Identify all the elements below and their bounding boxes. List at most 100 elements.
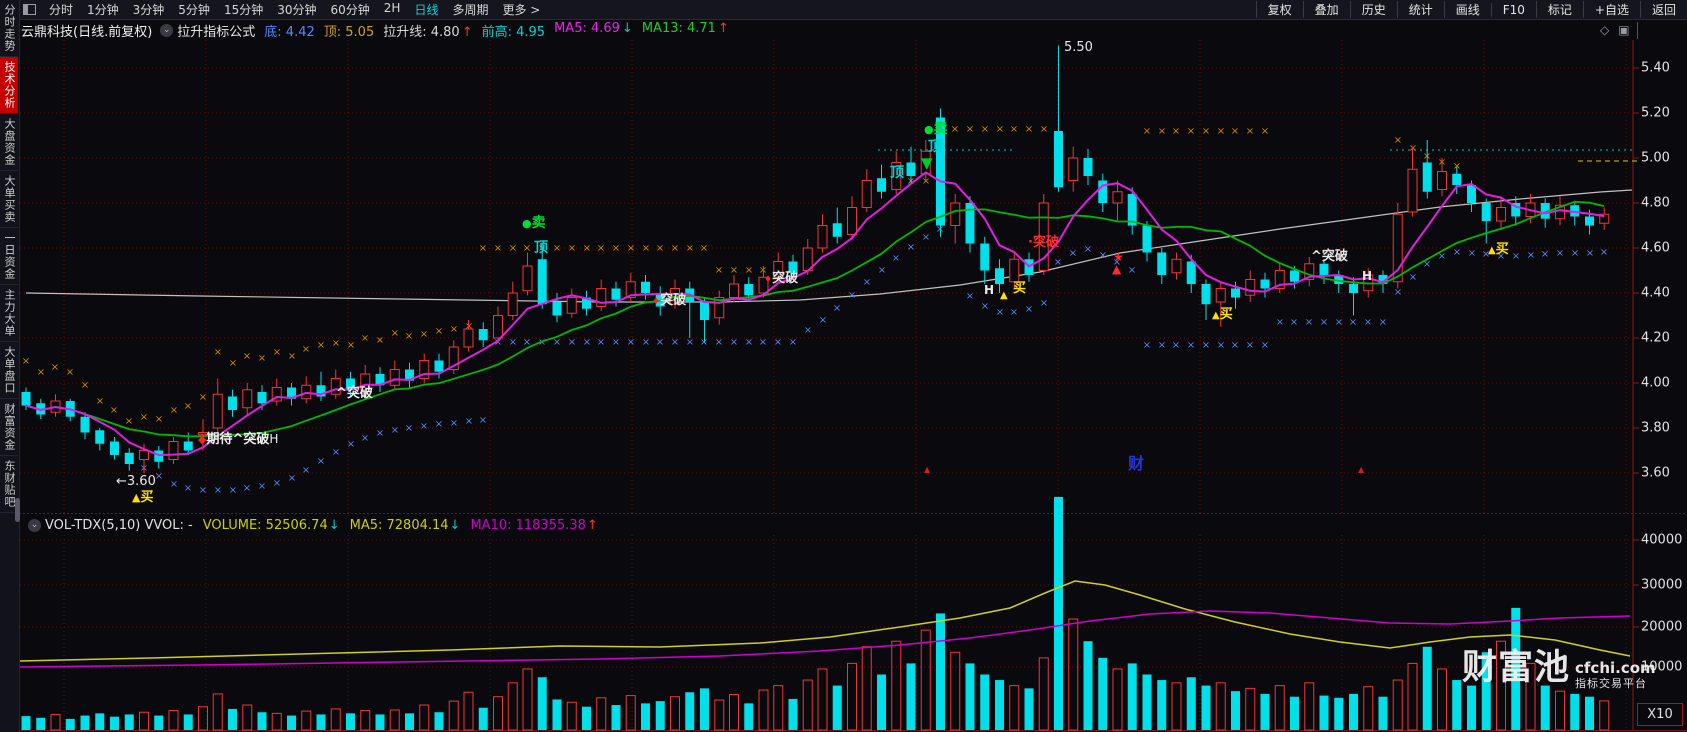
sar-mark-orange: × [1246, 126, 1254, 137]
volume-bar-up [1392, 679, 1403, 731]
toolbar-button-7[interactable]: +自选 [1582, 1, 1640, 18]
sar-mark-blue: × [376, 428, 384, 439]
sar-mark-blue: × [922, 232, 930, 243]
sar-mark-orange: × [140, 412, 148, 423]
volume-bar-down [154, 715, 164, 730]
sar-mark-blue: × [538, 337, 546, 348]
period-tab-8[interactable]: 日线 [414, 3, 439, 17]
sar-mark-blue: × [479, 415, 487, 426]
volume-bar-up [1215, 682, 1226, 731]
period-tab-4[interactable]: 15分钟 [223, 3, 264, 17]
toolbar-button-4[interactable]: 画线 [1443, 1, 1491, 18]
candle-body-down [1422, 162, 1432, 192]
candle-body-up [242, 389, 253, 409]
toolbar-button-1[interactable]: 叠加 [1302, 1, 1350, 18]
sar-mark-orange: × [1231, 126, 1239, 137]
sar-mark-blue: × [966, 291, 974, 302]
sar-mark-orange: × [405, 331, 413, 342]
sidebar-scroll-thumb[interactable] [15, 498, 20, 522]
sar-mark-blue: × [1246, 340, 1254, 351]
ma13-line [25, 200, 1605, 438]
sar-mark-orange: × [317, 340, 325, 351]
candle-body-up [1171, 258, 1182, 274]
candle-body-down [346, 378, 355, 390]
volume-bar-down [405, 713, 414, 730]
sar-mark-blue: × [1099, 250, 1107, 261]
candle-body-down [110, 441, 119, 455]
sar-mark-blue: × [804, 325, 812, 336]
sar-mark-blue: × [848, 290, 856, 301]
candle-body-down [655, 293, 665, 307]
candle-body-down [183, 441, 193, 451]
sar-mark-blue: × [1571, 248, 1579, 259]
sidebar-tab-1[interactable]: 技术分析 [0, 57, 18, 114]
titlebar-mini-icons[interactable]: ◇▣ [1600, 23, 1639, 37]
sar-mark-orange: × [110, 405, 118, 416]
toolbar-button-2[interactable]: 历史 [1349, 1, 1397, 18]
sar-mark-orange: × [583, 243, 591, 254]
axis-scale-box: X10 [1637, 703, 1683, 726]
sar-mark-orange: × [1143, 126, 1151, 137]
sidebar-tab-8[interactable]: 东财贴吧 [0, 456, 18, 513]
candle-body-down [995, 268, 1004, 284]
volume-bar-up [1171, 682, 1182, 731]
toolbar-button-5[interactable]: F10 [1490, 2, 1536, 17]
sidebar-tab-3[interactable]: 大单买卖 [0, 171, 18, 228]
period-tab-9[interactable]: 多周期 [452, 3, 489, 17]
period-tab-0[interactable]: 分时 [49, 3, 74, 17]
collapse-indicator-icon[interactable]: ⌄ [160, 23, 174, 37]
sar-mark-blue: × [907, 242, 915, 253]
watermark-brand: 财富池 [1462, 648, 1571, 688]
period-tab-7[interactable]: 2H [383, 1, 401, 15]
toolbar-button-0[interactable]: 复权 [1255, 1, 1303, 18]
candle-body-up [1437, 171, 1447, 190]
period-tab-3[interactable]: 5分钟 [178, 3, 210, 17]
sar-mark-blue: × [317, 456, 325, 467]
sidebar-tab-6[interactable]: 大单盘口 [0, 342, 18, 399]
period-tab-6[interactable]: 60分钟 [330, 3, 370, 17]
candle-body-up [419, 360, 430, 379]
volume-bar-down [1127, 663, 1137, 730]
collapse-volume-icon[interactable]: ⌄ [28, 518, 41, 532]
cursor-caret [1637, 22, 1638, 39]
candle-body-up [1038, 202, 1049, 271]
volume-bar-up [168, 710, 179, 731]
sar-mark-orange: × [642, 243, 650, 254]
sar-mark-orange: × [1202, 126, 1210, 137]
volume-bar-down [1054, 496, 1063, 730]
toolbar-button-8[interactable]: 返回 [1639, 1, 1687, 18]
period-tab-2[interactable]: 3分钟 [132, 3, 165, 17]
candle-body-up [1304, 263, 1315, 280]
layout-icon[interactable] [23, 4, 36, 15]
toolbar-button-3[interactable]: 统计 [1396, 1, 1444, 18]
sar-mark-blue: × [1143, 340, 1151, 351]
candle-body-down [80, 416, 90, 433]
candle-body-down [1083, 158, 1093, 176]
sar-mark-orange: × [391, 328, 399, 339]
toolbar-button-6[interactable]: 标记 [1535, 1, 1583, 18]
volume-bar-down [1452, 680, 1462, 730]
sidebar-tab-7[interactable]: 财富资金 [0, 399, 18, 456]
sar-mark-blue: × [1040, 298, 1048, 309]
watermark: 财富池 cfchi.com 指标交易平台 [1462, 651, 1656, 691]
period-tab-1[interactable]: 1分钟 [87, 3, 119, 17]
volume-bar-down [1349, 693, 1358, 730]
period-tab-5[interactable]: 30分钟 [277, 3, 317, 17]
sidebar-tab-0[interactable]: 分时走势 [0, 0, 18, 57]
candle-body-up [1245, 279, 1256, 296]
candle-body-down [1511, 203, 1521, 217]
sidebar-tab-2[interactable]: 大盘资金 [0, 114, 18, 171]
sidebar-tab-4[interactable]: 一日资金 [0, 228, 18, 285]
volume-bar-down [1142, 674, 1152, 730]
period-tab-10[interactable]: 更多 > [502, 3, 541, 17]
sidebar-tab-5[interactable]: 主力大单 [0, 285, 18, 342]
sar-mark-blue: × [1217, 340, 1225, 351]
sar-mark-blue: × [288, 473, 296, 484]
sar-mark-blue: × [656, 337, 664, 348]
volume-bar-up [670, 696, 680, 731]
candle-body-up [758, 276, 769, 294]
sar-mark-blue: × [435, 419, 443, 430]
candle-body-up [448, 346, 459, 370]
